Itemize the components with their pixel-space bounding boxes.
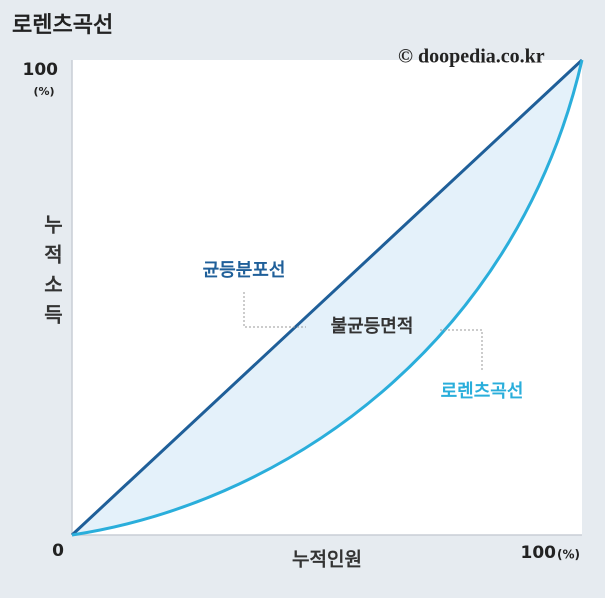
leader-line <box>440 329 483 372</box>
x-end-label: 100 <box>521 543 557 563</box>
lorenz-curve <box>71 59 584 537</box>
copyright: © doopedia.co.kr <box>398 46 545 68</box>
y-top-unit: (%) <box>33 85 54 98</box>
lorenz-label: 로렌츠곡선 <box>441 381 524 402</box>
equality-label: 균등분포선 <box>203 260 286 281</box>
equality-line <box>70 58 584 537</box>
y-top-label: 100 <box>23 60 59 80</box>
x-title: 누적인원 <box>292 549 362 571</box>
y-title: 누적소득 <box>40 214 64 334</box>
origin-label: 0 <box>52 541 64 561</box>
leader-line <box>243 292 306 328</box>
title: 로렌츠곡선 <box>12 13 113 38</box>
x-end-unit: (%) <box>557 548 580 562</box>
area-label: 불균등면적 <box>331 316 414 337</box>
